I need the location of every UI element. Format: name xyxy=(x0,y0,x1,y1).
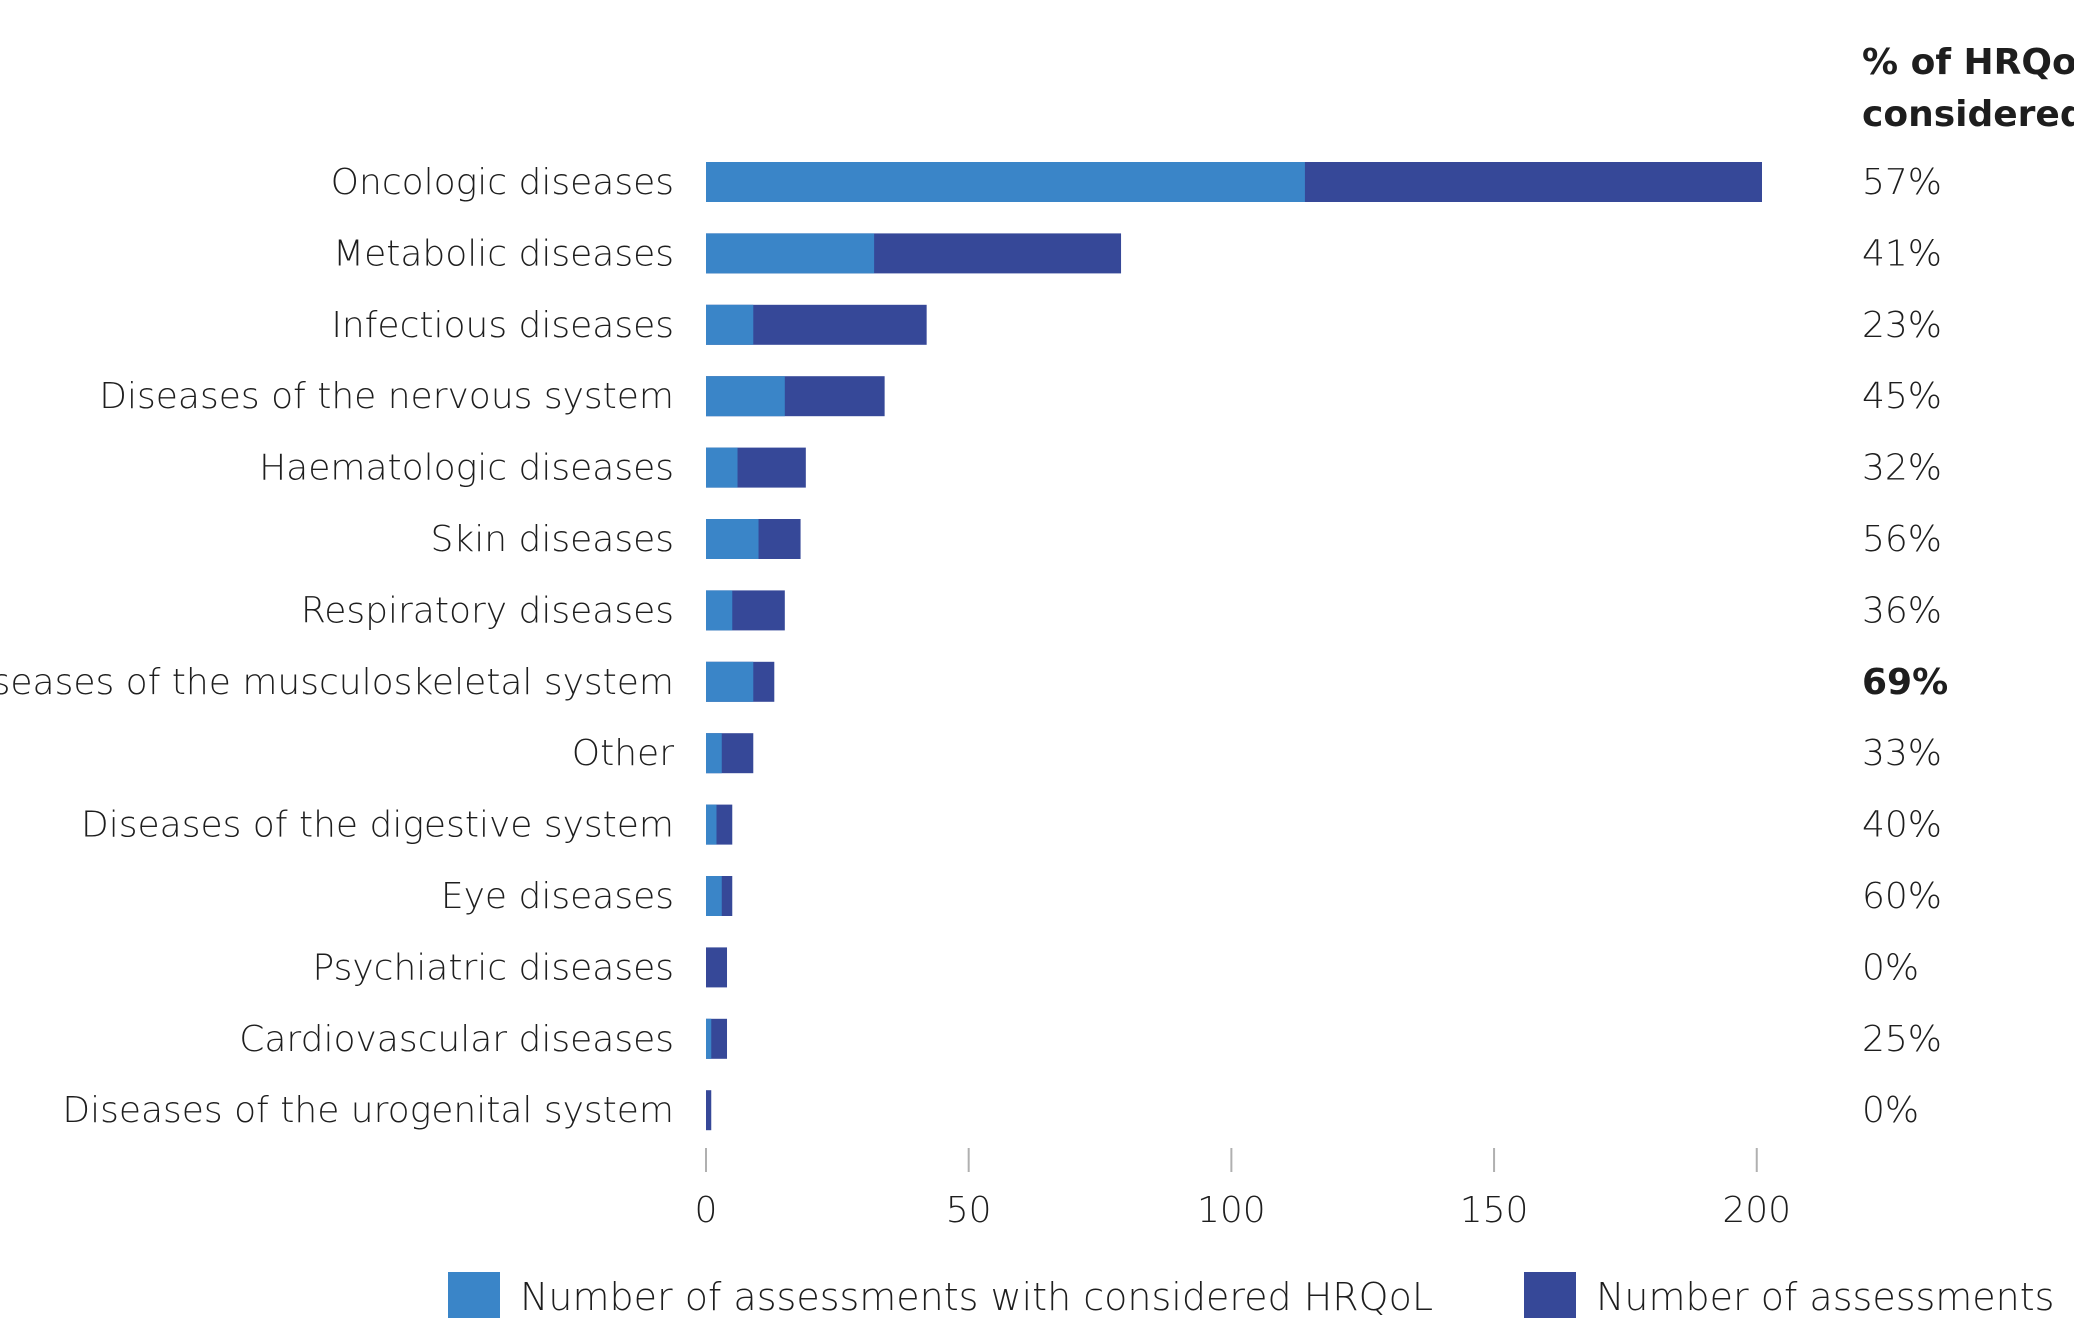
category-labels: Oncologic diseases Metabolic diseases Infe… xyxy=(0,162,674,1131)
bars-group xyxy=(706,162,1762,1131)
bar-hrqol-5 xyxy=(706,519,759,559)
x-tick-label-3: 150 xyxy=(1460,1190,1529,1231)
bar-total-13 xyxy=(706,1090,712,1131)
category-label-0: Oncologic diseases xyxy=(331,162,674,203)
percentage-label-5: 56% xyxy=(1862,519,1942,560)
category-label-5: Skin diseases xyxy=(431,519,674,560)
x-axis: 0 50 100 150 200 xyxy=(695,1148,1791,1231)
bar-hrqol-0 xyxy=(706,162,1305,202)
category-label-11: Psychiatric diseases xyxy=(313,947,674,988)
category-label-10: Eye diseases xyxy=(441,876,674,917)
percent-header-line-1: % of HRQoL xyxy=(1862,42,2074,83)
bar-hrqol-9 xyxy=(706,804,717,845)
percentage-label-8: 33% xyxy=(1862,733,1942,774)
percentage-label-1: 41% xyxy=(1862,233,1942,274)
x-tick-label-1: 50 xyxy=(946,1190,992,1231)
bar-hrqol-6 xyxy=(706,590,733,631)
percentage-label-10: 60% xyxy=(1862,876,1942,917)
category-label-6: Respiratory diseases xyxy=(301,590,674,631)
bar-hrqol-2 xyxy=(706,304,754,345)
bar-hrqol-10 xyxy=(706,876,722,916)
category-label-13: Diseases of the urogenital system xyxy=(62,1090,674,1131)
bar-total-11 xyxy=(706,947,728,988)
bar-hrqol-7 xyxy=(706,661,754,702)
category-label-3: Diseases of the nervous system xyxy=(99,376,674,417)
percentage-labels: 57% 41% 23% 45% 32% 56% 36% 69% 33% 40% 60% 0% 25% 0% xyxy=(1862,162,1948,1131)
legend-label-1: Number of assessments xyxy=(1596,1275,2054,1318)
category-label-8: Other xyxy=(572,733,674,774)
bar-hrqol-8 xyxy=(706,733,722,774)
legend-swatch-1 xyxy=(1524,1272,1576,1318)
percentage-label-11: 0% xyxy=(1862,947,1919,988)
bar-hrqol-12 xyxy=(706,1018,712,1059)
percentage-label-9: 40% xyxy=(1862,805,1942,846)
percentage-label-12: 25% xyxy=(1862,1019,1942,1060)
percentage-label-2: 23% xyxy=(1862,305,1942,346)
bar-hrqol-1 xyxy=(706,233,875,274)
legend-swatch-0 xyxy=(448,1272,500,1318)
percent-header-line-2: considered xyxy=(1862,94,2074,135)
bar-hrqol-4 xyxy=(706,447,738,488)
x-tick-label-2: 100 xyxy=(1197,1190,1266,1231)
percent-header: % of HRQoL considered xyxy=(1862,42,2074,135)
percentage-label-0: 57% xyxy=(1862,162,1942,203)
percentage-label-13: 0% xyxy=(1862,1090,1919,1131)
category-label-4: Haematologic diseases xyxy=(259,448,674,489)
legend: Number of assessments with considered HR… xyxy=(448,1272,2054,1318)
category-label-7: Diseases of the musculoskeletal system xyxy=(0,662,674,703)
category-label-12: Cardiovascular diseases xyxy=(239,1019,674,1060)
category-label-1: Metabolic diseases xyxy=(333,233,674,274)
percentage-label-3: 45% xyxy=(1862,376,1942,417)
percentage-label-4: 32% xyxy=(1862,448,1942,489)
x-tick-label-4: 200 xyxy=(1722,1190,1791,1231)
bar-hrqol-3 xyxy=(706,376,785,417)
category-label-2: Infectious diseases xyxy=(331,305,674,346)
percentage-label-6: 36% xyxy=(1862,590,1942,631)
category-label-9: Diseases of the digestive system xyxy=(81,805,674,846)
x-tick-label-0: 0 xyxy=(695,1190,718,1231)
legend-label-0: Number of assessments with considered HR… xyxy=(520,1275,1433,1318)
percentage-label-7: 69% xyxy=(1862,662,1948,703)
